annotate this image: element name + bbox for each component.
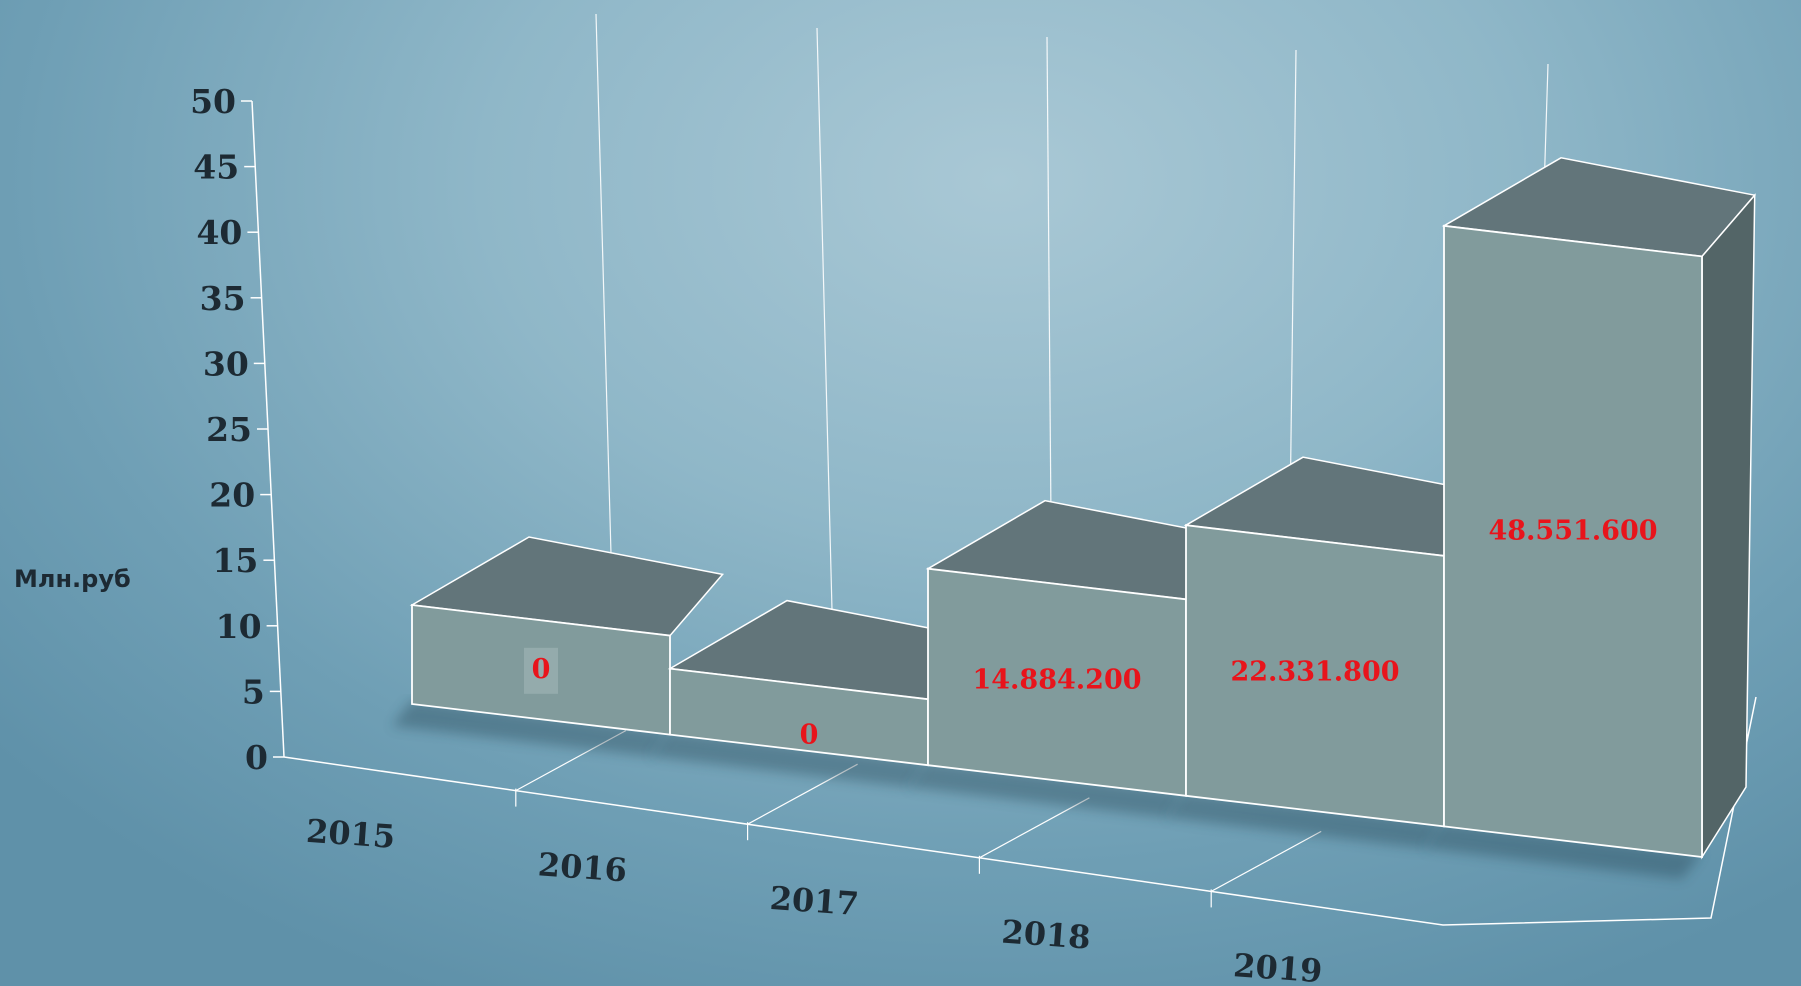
- bar-2016: [667, 599, 983, 767]
- floor-divider-3: [979, 797, 1090, 859]
- y-tick-label-15: 15: [212, 541, 258, 580]
- bar-2018: [1183, 456, 1499, 828]
- y-tick-label-35: 35: [200, 279, 246, 318]
- x-tick-label-2019: 2019: [1232, 946, 1323, 986]
- floor-divider-4: [1210, 830, 1322, 892]
- bar-shadows: [392, 700, 1702, 879]
- bars: [409, 157, 1757, 860]
- x-tick-label-2018: 2018: [1000, 913, 1091, 957]
- y-tick-label-30: 30: [203, 344, 249, 383]
- y-tick-label-25: 25: [206, 410, 252, 449]
- x-tick-label-2015: 2015: [305, 812, 396, 856]
- x-axis: 2015 2016 2017 2018 2019: [305, 812, 1324, 986]
- y-tick-label-0: 0: [245, 738, 268, 777]
- bar-side-2019: [1701, 193, 1756, 860]
- bar-shadow-2019: [1424, 822, 1702, 879]
- y-tick-label-45: 45: [193, 148, 239, 187]
- data-label-highlight-2015: [524, 647, 558, 694]
- bar-shadow-2017: [908, 761, 1186, 818]
- y-axis-label: Млн.руб: [14, 565, 131, 593]
- y-tick-label-10: 10: [216, 607, 262, 646]
- data-label-2018: 22.331.800: [1230, 656, 1399, 687]
- data-label-2016: 0: [800, 720, 819, 751]
- y-tick-label-40: 40: [196, 213, 242, 252]
- y-tick-label-50: 50: [190, 82, 236, 121]
- data-label-2019: 48.551.600: [1488, 515, 1657, 546]
- x-tick-label-2016: 2016: [537, 845, 628, 889]
- data-label-2015: 0: [532, 654, 551, 685]
- bar-shadow-2016: [650, 730, 928, 788]
- data-labels: 0 0 14.884.200 22.331.800 48.551.600: [524, 515, 1658, 751]
- x-tick-label-2017: 2017: [769, 879, 860, 923]
- y-tick-label-20: 20: [209, 476, 255, 515]
- gridline-2: [816, 27, 833, 611]
- bar-front-2019: [1443, 224, 1703, 859]
- bar-shadow-2015: [392, 700, 670, 757]
- gridline-1: [595, 13, 613, 591]
- bar-2017: [925, 499, 1241, 797]
- y-tick-label-5: 5: [242, 672, 265, 711]
- data-label-2017: 14.884.200: [972, 664, 1141, 695]
- y-axis: Млн.руб 0 5 10 15 20 25 30 35 40 45 50: [14, 82, 285, 777]
- bar-2019: [1441, 157, 1757, 860]
- bar-shadow-2018: [1166, 791, 1444, 849]
